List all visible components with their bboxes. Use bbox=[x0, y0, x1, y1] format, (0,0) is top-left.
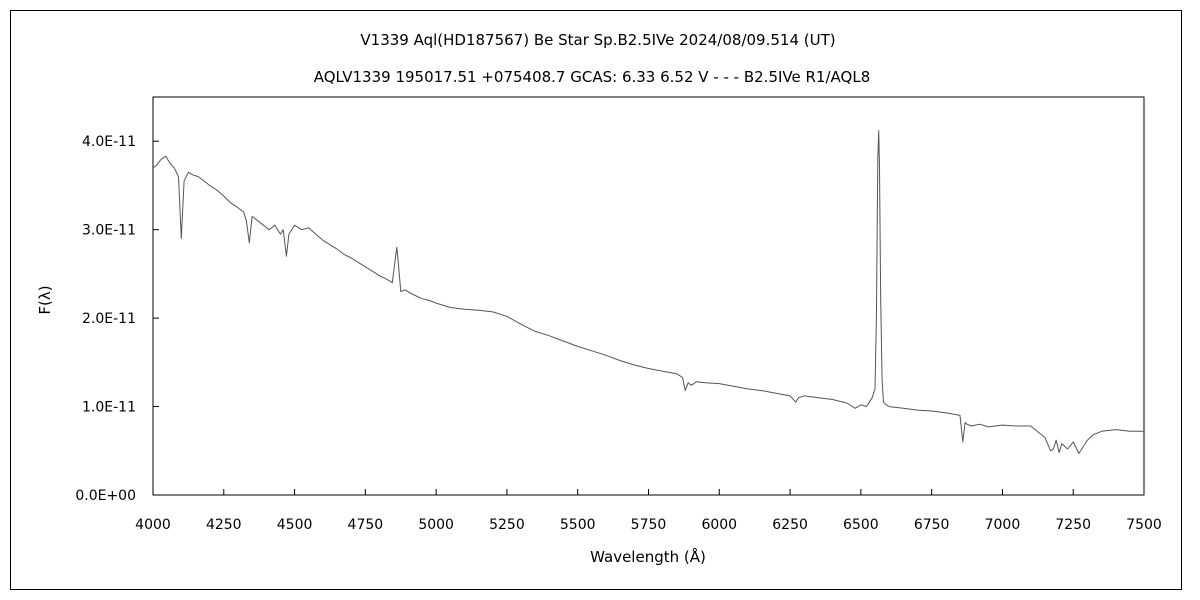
series-group bbox=[152, 130, 1144, 454]
x-tick-label: 4250 bbox=[206, 517, 242, 533]
y-tick-label: 2.0E-11 bbox=[82, 311, 136, 327]
y-tick-label: 4.0E-11 bbox=[82, 134, 136, 150]
x-tick-label: 4750 bbox=[348, 517, 384, 533]
y-tick-label: 3.0E-11 bbox=[82, 223, 136, 239]
x-tick-label: 7500 bbox=[1126, 517, 1162, 533]
x-tick-label: 6250 bbox=[772, 517, 808, 533]
x-tick-label: 5500 bbox=[560, 517, 596, 533]
y-tick-label: 1.0E-11 bbox=[82, 400, 136, 416]
x-tick-label: 6000 bbox=[701, 517, 737, 533]
x-tick-label: 6500 bbox=[843, 517, 879, 533]
y-axis-label: F(λ) bbox=[36, 285, 54, 314]
x-axis-label: Wavelength (Å) bbox=[590, 547, 706, 566]
x-tick-label: 5250 bbox=[489, 517, 525, 533]
x-tick-label: 5000 bbox=[418, 517, 454, 533]
chart-frame bbox=[10, 10, 1182, 590]
x-tick-label: 4500 bbox=[277, 517, 313, 533]
x-tick-label: 6750 bbox=[914, 517, 950, 533]
x-tick-label: 5750 bbox=[631, 517, 667, 533]
chart-title: V1339 Aql(HD187567) Be Star Sp.B2.5IVe 2… bbox=[360, 31, 835, 49]
spectrum-line-0 bbox=[152, 130, 1144, 454]
x-tick-label: 4000 bbox=[135, 517, 171, 533]
x-axis-ticks: 4000 4250 4500 4750 5000 5250 5500 5750 6000 6250… bbox=[135, 489, 1162, 533]
chart-subtitle: AQLV1339 195017.51 +075408.7 GCAS: 6.33 … bbox=[314, 68, 871, 86]
y-axis-ticks: 0.0E+00 1.0E-11 2.0E-11 3.0E-11 4.0E-11 bbox=[75, 134, 159, 504]
x-tick-label: 7000 bbox=[985, 517, 1021, 533]
y-tick-label: 0.0E+00 bbox=[75, 488, 136, 504]
plot-area bbox=[152, 96, 1145, 496]
x-tick-label: 7250 bbox=[1055, 517, 1091, 533]
